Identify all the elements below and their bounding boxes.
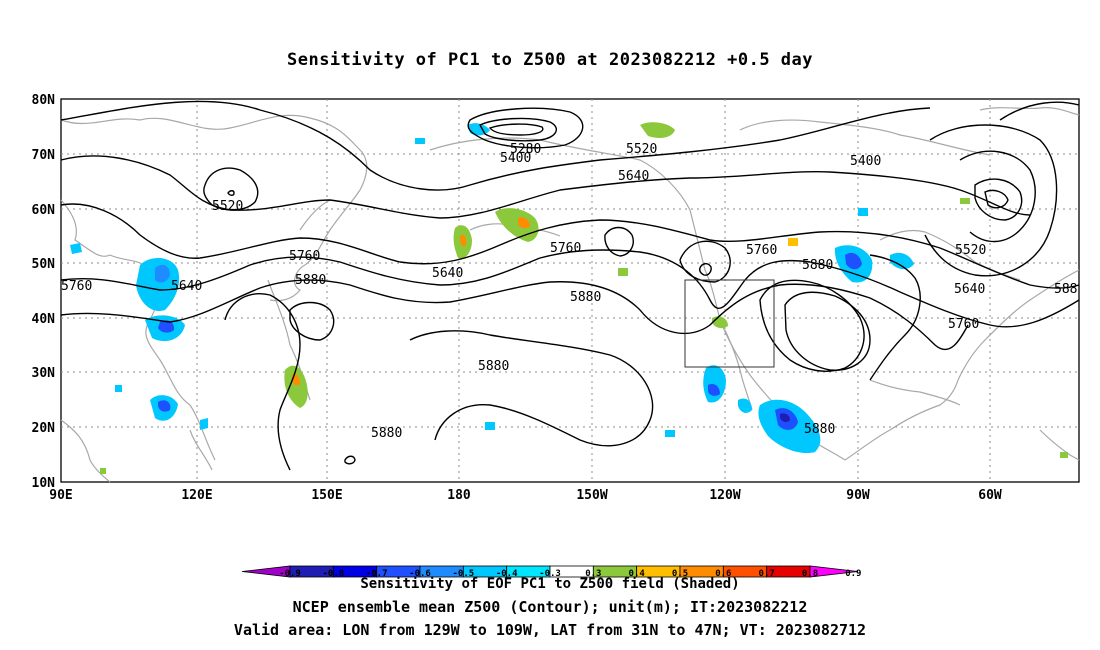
colorbar-tick-label: 0.8 xyxy=(802,569,818,579)
contour-label: 5760 xyxy=(550,241,581,256)
lon-label: 90W xyxy=(846,488,870,503)
contour-label: 5760 xyxy=(61,279,92,294)
contour-label: 5760 xyxy=(948,317,979,332)
contour-label: 5520 xyxy=(626,142,657,157)
footer-line-3: Valid area: LON from 129W to 109W, LAT f… xyxy=(233,621,867,639)
longitude-labels: 90E 120E 150E 180 150W 120W 90W 60W xyxy=(49,488,1002,503)
lat-label: 80N xyxy=(32,93,56,108)
colorbar-tick-labels: -0.9 -0.8 -0.7 -0.6 -0.5 -0.4 -0.3 0.3 0.4 0.5 0.6… xyxy=(279,569,861,579)
contour-label: 5400 xyxy=(850,154,881,169)
lon-label: 150W xyxy=(576,488,607,503)
colorbar-tick-label: -0.4 xyxy=(496,569,518,579)
colorbar-tick-label: 0.9 xyxy=(845,569,861,579)
contour-labels: 5280 5400 5520 5400 5640 5520 5520 5760 … xyxy=(61,142,1077,441)
contour-label: 5640 xyxy=(432,266,463,281)
lat-label: 50N xyxy=(32,257,56,272)
colorbar-tick-label: -0.8 xyxy=(322,569,344,579)
contour-label: 5520 xyxy=(212,199,243,214)
contour-label: 5760 xyxy=(289,249,320,264)
contour-label: 5400 xyxy=(500,151,531,166)
valid-area-box xyxy=(684,279,775,368)
lon-label: 180 xyxy=(447,488,471,503)
colorbar-tick-label: -0.3 xyxy=(539,569,561,579)
contour-label: 5640 xyxy=(171,279,202,294)
lat-label: 30N xyxy=(32,366,56,381)
colorbar-tick-label: -0.5 xyxy=(452,569,474,579)
contour-label: 5280 xyxy=(510,142,541,157)
footer-line-2: NCEP ensemble mean Z500 (Contour); unit(… xyxy=(292,598,808,616)
lon-label: 90E xyxy=(49,488,72,503)
contour-label: 5520 xyxy=(955,243,986,258)
footer-line-1: Sensitivity of EOF PC1 to Z500 field (Sh… xyxy=(360,576,740,592)
contour-label: 5880 xyxy=(295,273,326,288)
colorbar-right-arrow xyxy=(809,565,859,578)
colorbar-cells xyxy=(241,565,859,578)
colorbar-tick-label: -0.9 xyxy=(279,569,301,579)
lon-label: 120W xyxy=(709,488,740,503)
contour-label: 5760 xyxy=(746,243,777,258)
lat-label: 20N xyxy=(32,421,56,436)
sensitivity-shading xyxy=(70,122,1068,474)
contour-label: 5880 xyxy=(371,426,402,441)
lat-label: 70N xyxy=(32,148,56,163)
gridlines xyxy=(61,99,1079,482)
lat-label: 60N xyxy=(32,203,56,218)
contour-label: 5640 xyxy=(618,169,649,184)
latitude-labels: 80N 70N 60N 50N 40N 30N 20N 10N xyxy=(32,93,56,491)
lat-label: 10N xyxy=(32,476,56,491)
contour-label: 5880 xyxy=(802,258,833,273)
colorbar-tick-label: -0.7 xyxy=(366,569,388,579)
contour-label: 5640 xyxy=(954,282,985,297)
contour-label: 588 xyxy=(1054,282,1077,297)
chart-title: Sensitivity of PC1 to Z500 at 2023082212… xyxy=(286,50,813,70)
lat-label: 40N xyxy=(32,312,56,327)
colorbar-tick-label: 0.4 xyxy=(629,569,646,579)
contour-label: 5880 xyxy=(804,422,835,437)
height-contours xyxy=(60,100,1080,471)
lon-label: 150E xyxy=(311,488,342,503)
colorbar-tick-label: 0.3 xyxy=(585,569,601,579)
colorbar-tick-label: 0.7 xyxy=(759,569,775,579)
colorbar-tick-label: 0.6 xyxy=(715,569,731,579)
colorbar-tick-label: 0.5 xyxy=(672,569,688,579)
lon-label: 60W xyxy=(978,488,1002,503)
contour-label: 5880 xyxy=(478,359,509,374)
contour-label: 5880 xyxy=(570,290,601,305)
lon-label: 120E xyxy=(181,488,212,503)
colorbar-tick-label: -0.6 xyxy=(409,569,431,579)
